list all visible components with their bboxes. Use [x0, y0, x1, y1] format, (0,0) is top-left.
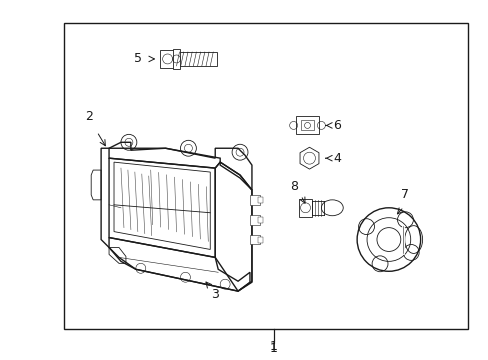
Bar: [300, 121, 314, 130]
Bar: [249, 195, 259, 205]
Text: 4: 4: [333, 152, 341, 165]
Bar: [257, 197, 263, 203]
Bar: [257, 237, 263, 243]
Text: 3: 3: [211, 288, 219, 301]
Bar: [64, 23, 468, 329]
Bar: [172, 49, 180, 69]
Bar: [249, 215, 259, 225]
Text: 8: 8: [290, 180, 298, 193]
Text: 1: 1: [269, 340, 277, 353]
Text: 1: 1: [269, 342, 277, 355]
Bar: [298, 199, 312, 217]
Bar: [249, 235, 259, 244]
Bar: [160, 50, 175, 68]
Text: 7: 7: [400, 188, 408, 201]
Text: 2: 2: [85, 110, 93, 123]
Text: 6: 6: [333, 119, 341, 132]
Bar: [257, 217, 263, 223]
Text: 5: 5: [134, 53, 142, 66]
Bar: [175, 52, 217, 66]
Bar: [295, 117, 319, 134]
